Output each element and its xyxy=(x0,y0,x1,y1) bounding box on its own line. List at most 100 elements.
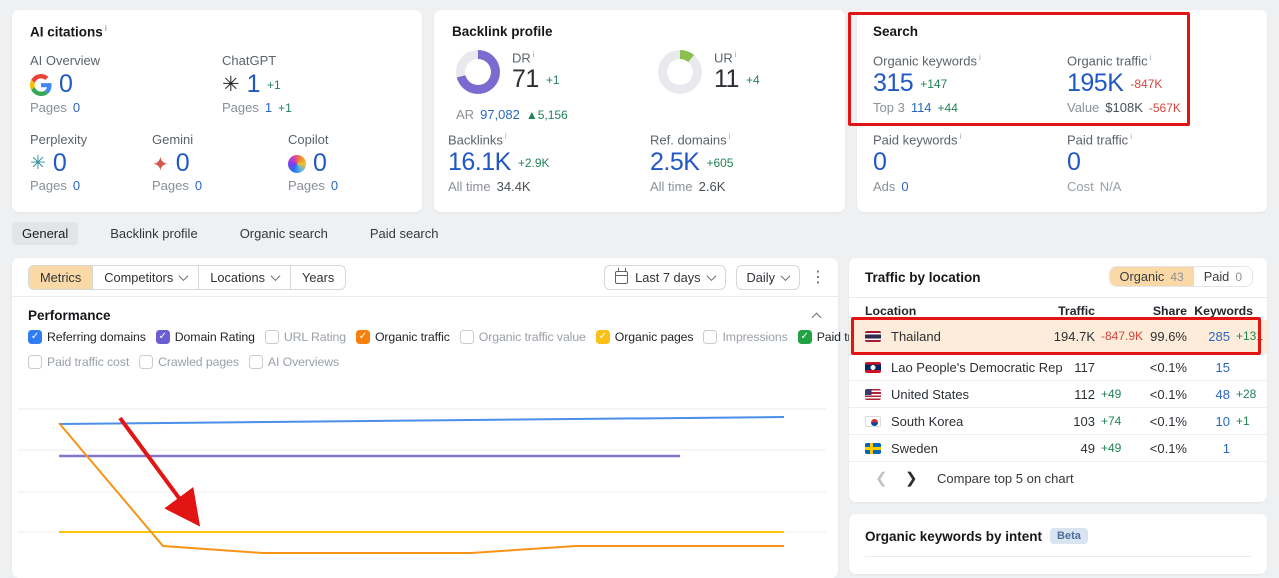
pages-link[interactable]: 0 xyxy=(72,178,81,193)
copilot-label: Copilot xyxy=(288,132,329,147)
tab-organic-search[interactable]: Organic search xyxy=(239,225,328,241)
tab-paid-search[interactable]: Paid search xyxy=(369,225,439,241)
keywords-link[interactable]: 10 xyxy=(1215,414,1230,429)
pages-link[interactable]: 0 xyxy=(72,100,81,115)
organic-count: 43 xyxy=(1170,269,1184,284)
backlinks-value[interactable]: 16.1K xyxy=(448,148,511,176)
column-location: Location xyxy=(865,304,917,318)
organic-keywords-value[interactable]: 315 xyxy=(873,69,914,97)
table-row-south-korea[interactable]: South Korea 103 +74 <0.1% 10 +1 xyxy=(849,407,1267,434)
traffic-value: 103 xyxy=(1073,414,1095,429)
paid-traffic-label: Paid traffic xyxy=(1067,132,1129,148)
paid-traffic-value[interactable]: 0 xyxy=(1067,148,1081,176)
keywords-delta: +131 xyxy=(1236,329,1264,343)
flag-thailand-icon xyxy=(865,331,881,342)
checkbox-impressions[interactable]: Impressions xyxy=(703,330,788,344)
checkbox-crawled-pages[interactable]: Crawled pages xyxy=(139,355,239,369)
cost-label: Cost xyxy=(1067,179,1094,194)
value-delta: -567K xyxy=(1148,101,1181,115)
locations-filter-button[interactable]: Locations xyxy=(198,266,290,289)
divider xyxy=(865,556,1251,557)
ar-link[interactable]: 97,082 xyxy=(480,107,520,122)
checkbox-organic-traffic[interactable]: Organic traffic xyxy=(355,330,450,344)
info-icon[interactable]: i xyxy=(734,50,737,59)
panel-title: AI citations i xyxy=(30,24,107,40)
traffic-delta: +49 xyxy=(1101,441,1122,455)
info-icon[interactable]: i xyxy=(1130,132,1132,141)
ref-domains-label: Ref. domains xyxy=(650,132,727,148)
compare-top5-link[interactable]: Compare top 5 on chart xyxy=(937,471,1074,486)
info-icon[interactable]: i xyxy=(979,53,981,62)
tab-backlink-profile[interactable]: Backlink profile xyxy=(110,225,198,241)
organic-traffic-value[interactable]: 195K xyxy=(1067,69,1124,97)
info-icon[interactable]: i xyxy=(959,132,962,141)
pages-link[interactable]: 1 xyxy=(264,100,273,115)
checkbox-box xyxy=(139,355,154,369)
keywords-link[interactable]: 1 xyxy=(1222,441,1230,456)
keywords-link[interactable]: 285 xyxy=(1208,329,1230,344)
ref-domains-value[interactable]: 2.5K xyxy=(650,148,700,176)
checkbox-domain-rating[interactable]: Domain Rating xyxy=(155,330,255,344)
table-row-united-states[interactable]: United States 112 +49 <0.1% 48 +28 xyxy=(849,380,1267,407)
organic-traffic-label: Organic traffic xyxy=(1067,53,1148,69)
table-row-laos[interactable]: Lao People's Democratic Rep 117 <0.1% 15 xyxy=(849,353,1267,380)
info-icon[interactable]: i xyxy=(532,50,535,59)
checkbox-referring-domains[interactable]: Referring domains xyxy=(28,330,146,344)
next-page-button[interactable]: ❯ xyxy=(905,470,918,487)
paid-label: Paid xyxy=(1203,269,1230,284)
ur-donut xyxy=(658,50,702,94)
top3-link[interactable]: 114 xyxy=(910,100,932,115)
paid-keywords-value[interactable]: 0 xyxy=(873,148,887,176)
column-share: Share xyxy=(1152,304,1187,318)
pages-link[interactable]: 0 xyxy=(194,178,203,193)
tab-general[interactable]: General xyxy=(12,221,79,245)
table-header: Location Traffic Share Keywords xyxy=(849,304,1267,320)
keywords-by-intent-panel: Organic keywords by intent Beta xyxy=(849,514,1267,574)
metric-checkbox-row: Referring domains Domain Rating URL Rati… xyxy=(28,330,873,344)
table-row-sweden[interactable]: Sweden 49 +49 <0.1% 1 xyxy=(849,434,1267,461)
info-icon[interactable]: i xyxy=(1149,53,1152,62)
search-panel: Search Organic keywords i 315 +147 Top 3 11… xyxy=(857,10,1267,212)
table-row-thailand[interactable]: Thailand 194.7K -847.9K 99.6% 285 +131 xyxy=(849,320,1267,353)
checkbox-organic-traffic-value[interactable]: Organic traffic value xyxy=(459,330,586,344)
ai-citations-panel: AI citations i AI Overview 0 Pages 0 ChatG… xyxy=(12,10,422,212)
organic-keywords-label: Organic keywords xyxy=(873,53,978,69)
pages-link[interactable]: 0 xyxy=(330,178,339,193)
ref-domains-delta: +605 xyxy=(706,155,734,170)
keywords-link[interactable]: 48 xyxy=(1215,387,1230,402)
checkbox-box xyxy=(703,330,718,344)
dr-delta: +1 xyxy=(545,72,560,87)
checkbox-box xyxy=(28,355,42,369)
ads-link[interactable]: 0 xyxy=(901,179,909,194)
granularity-button[interactable]: Daily xyxy=(735,265,800,290)
flag-sweden-icon xyxy=(865,442,881,454)
location-name: Lao People's Democratic Rep xyxy=(891,360,1063,375)
competitors-filter-button[interactable]: Competitors xyxy=(92,266,198,289)
checkbox-organic-pages[interactable]: Organic pages xyxy=(595,330,694,344)
pages-label: Pages xyxy=(288,178,325,193)
panel-title: Backlink profile xyxy=(452,24,553,39)
checkbox-paid-traffic-cost[interactable]: Paid traffic cost xyxy=(28,355,129,369)
traffic-value: 117 xyxy=(1074,360,1095,375)
checkbox-label: Organic traffic xyxy=(374,330,450,344)
years-filter-button[interactable]: Years xyxy=(290,266,345,289)
checkbox-label: Impressions xyxy=(722,330,788,344)
keywords-link[interactable]: 15 xyxy=(1215,360,1230,375)
copilot-value: 0 xyxy=(313,149,327,177)
checkbox-ai-overviews[interactable]: AI Overviews xyxy=(248,355,339,369)
info-icon[interactable]: i xyxy=(504,132,507,141)
prev-page-button[interactable]: ❮ xyxy=(875,470,888,487)
more-options-button[interactable]: ⋮ xyxy=(810,268,826,286)
info-icon[interactable]: i xyxy=(728,132,731,141)
pages-label: Pages xyxy=(30,100,67,115)
paid-toggle-button[interactable]: Paid 0 xyxy=(1193,267,1252,286)
info-icon[interactable]: i xyxy=(104,24,107,33)
collapse-section-button[interactable] xyxy=(811,312,822,323)
date-range-button[interactable]: Last 7 days xyxy=(604,265,726,290)
chatgpt-delta: +1 xyxy=(267,77,281,92)
checkbox-label: Paid traffic cost xyxy=(47,355,130,369)
checkbox-url-rating[interactable]: URL Rating xyxy=(264,330,346,344)
metrics-filter-button[interactable]: Metrics xyxy=(29,266,93,289)
organic-toggle-button[interactable]: Organic 43 xyxy=(1109,267,1194,286)
chevron-down-icon xyxy=(178,271,189,282)
